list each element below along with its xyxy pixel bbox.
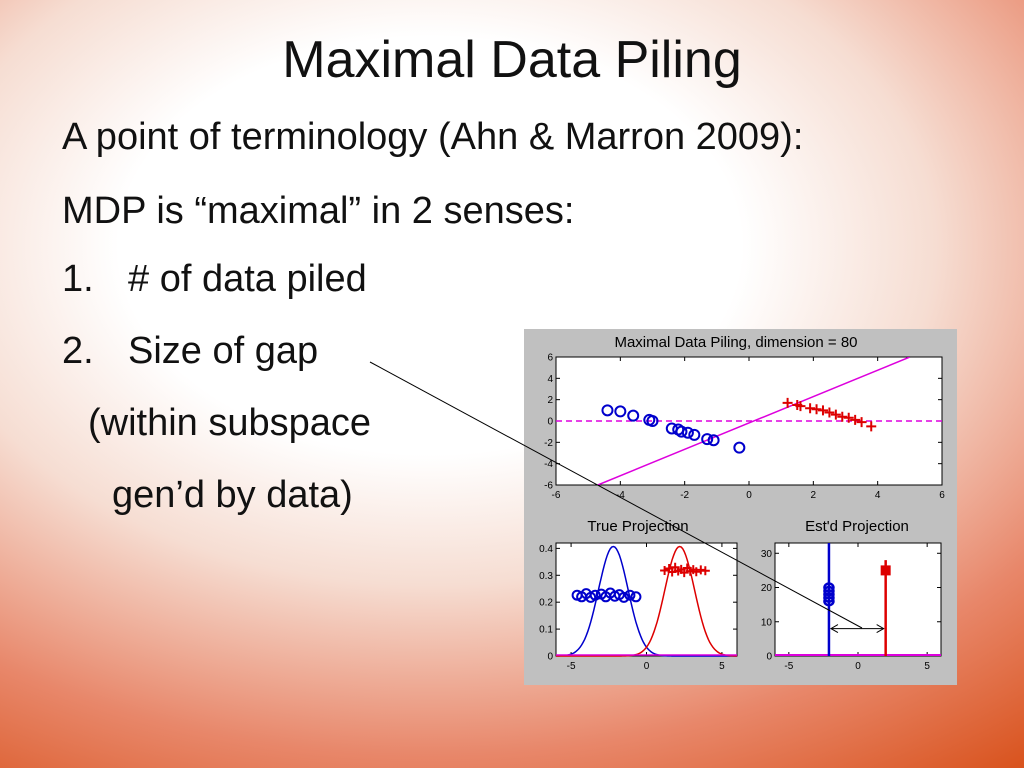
class-b-pile-marker [880,565,891,576]
true-projection-title: True Projection [587,518,688,535]
scatter-panel-title: Maximal Data Piling, dimension = 80 [614,334,857,351]
gap-arrow-head-right [876,624,885,634]
scatter-x-tick-label: -6 [552,490,561,501]
estd-projection-y-tick-label: 0 [766,652,772,663]
true-projection-y-tick-label: 0.1 [539,625,553,636]
scatter-panel: Maximal Data Piling, dimension = 80 -6 -4… [544,334,945,501]
estd-projection-x-tick-label: -5 [784,661,793,672]
estd-projection-x-tick-label: 5 [924,661,930,672]
scatter-y-tick-label: 6 [547,353,553,364]
true-projection-y-tick-label: 0.3 [539,571,553,582]
estd-projection-plot-area [774,542,942,657]
list-item-1-text: # of data piled [128,258,367,300]
estd-projection-x-tick-label: 0 [855,661,861,672]
estd-projection-y-tick-label: 20 [761,583,773,594]
true-projection-x-tick-label: 5 [719,661,725,672]
density-curve [556,545,737,657]
scatter-x-tick-label: -4 [616,490,625,501]
true-projection-x-tick-label: 0 [644,661,650,672]
list-item-1: 1. # of data piled [62,258,367,301]
scatter-y-tick-label: -2 [544,438,553,449]
list-item-2-text: Size of gap [128,330,319,372]
scatter-y-tick-label: -4 [544,459,553,470]
estd-projection-panel: Est'd Projection -5 0 5 0 10 20 30 [761,518,942,672]
figure-svg: Maximal Data Piling, dimension = 80 -6 -4… [539,334,945,672]
true-projection-y-tick-label: 0.4 [539,544,553,555]
true-projection-x-tick-label: -5 [567,661,576,672]
matlab-figure: Maximal Data Piling, dimension = 80 -6 -4… [524,329,957,685]
list-item-1-number: 1. [62,258,94,300]
scatter-y-tick-label: 4 [547,374,553,385]
estd-projection-title: Est'd Projection [805,518,909,535]
scatter-x-tick-label: -2 [680,490,689,501]
scatter-x-tick-label: 4 [875,490,881,501]
class-b-point [866,421,877,432]
scatter-x-tick-label: 2 [811,490,817,501]
list-item-2-number: 2. [62,330,94,372]
scatter-y-tick-label: 2 [547,395,553,406]
true-projection-y-tick-label: 0 [547,652,553,663]
true-projection-y-tick-label: 0.2 [539,598,553,609]
slide-title: Maximal Data Piling [282,31,742,89]
list-item-2: 2. Size of gap [62,330,318,373]
estd-projection-y-tick-label: 10 [761,617,773,628]
subspace-note-line1: (within subspace [88,402,372,444]
scatter-y-tick-label: -6 [544,481,553,492]
true-projection-panel: True Projection -5 0 5 0 0.1 0.2 0.3 0.4 [539,518,738,672]
estd-projection-y-tick-label: 30 [761,549,773,560]
scatter-x-tick-label: 6 [939,490,945,501]
scatter-x-tick-label: 0 [746,490,752,501]
senses-line: MDP is “maximal” in 2 senses: [62,190,575,232]
true-projection-plot-area [555,542,738,657]
terminology-line: A point of terminology (Ahn & Marron 200… [62,116,804,158]
subspace-note-line2: gen’d by data) [112,474,353,516]
scatter-y-tick-label: 0 [547,417,553,428]
